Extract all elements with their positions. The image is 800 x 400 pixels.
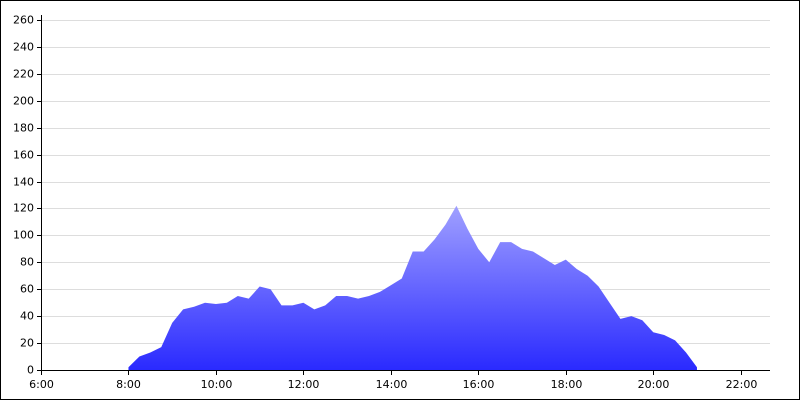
y-tick-label: 60 xyxy=(20,283,34,296)
y-tick-label: 220 xyxy=(13,68,34,81)
x-tick-label: 20:00 xyxy=(638,378,670,391)
y-tick-label: 100 xyxy=(13,229,34,242)
y-tick-label: 80 xyxy=(20,256,34,269)
x-tick-label: 14:00 xyxy=(376,378,408,391)
y-tick-label: 260 xyxy=(13,14,34,27)
x-tick-label: 8:00 xyxy=(116,378,141,391)
y-tick-label: 20 xyxy=(20,337,34,350)
x-tick-label: 12:00 xyxy=(288,378,320,391)
y-tick-label: 240 xyxy=(13,41,34,54)
y-tick-label: 40 xyxy=(20,310,34,323)
x-tick-label: 10:00 xyxy=(201,378,233,391)
x-tick-label: 6:00 xyxy=(29,378,54,391)
area xyxy=(128,205,697,370)
y-tick-label: 200 xyxy=(13,95,34,108)
y-tick-label: 180 xyxy=(13,122,34,135)
y-tick-label: 0 xyxy=(27,364,34,377)
y-tick-label: 140 xyxy=(13,176,34,189)
y-tick-label: 120 xyxy=(13,202,34,215)
y-tick-label: 160 xyxy=(13,149,34,162)
x-tick-label: 16:00 xyxy=(463,378,495,391)
x-tick-label: 18:00 xyxy=(551,378,583,391)
x-tick-label: 22:00 xyxy=(726,378,758,391)
